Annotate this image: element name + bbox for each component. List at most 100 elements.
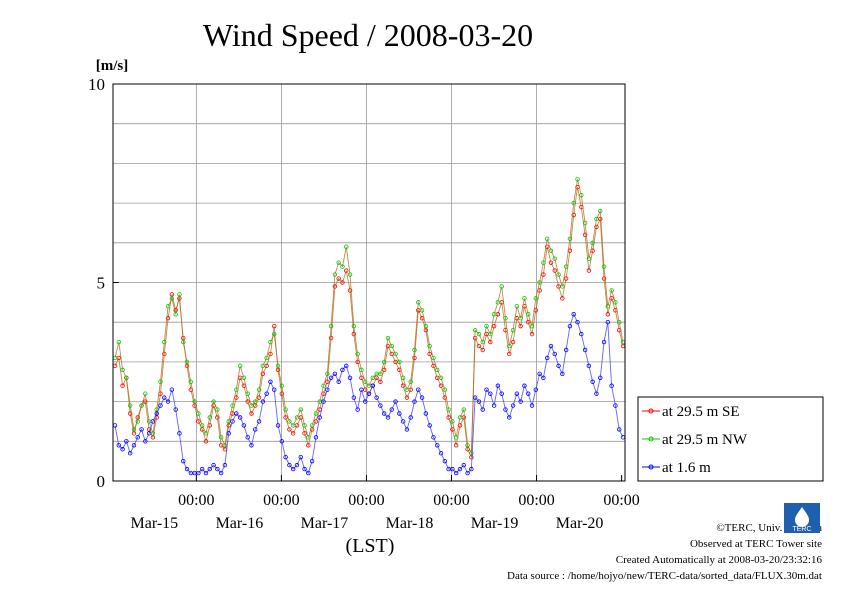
data-point — [336, 260, 341, 265]
data-point — [552, 256, 557, 261]
data-point — [181, 458, 186, 464]
data-point — [476, 399, 482, 404]
data-point — [169, 387, 175, 392]
data-point — [438, 451, 444, 456]
data-point — [226, 431, 231, 436]
data-point — [575, 320, 580, 325]
data-point — [355, 407, 360, 412]
x-tick-date: Mar-15 — [131, 515, 179, 532]
data-point — [332, 284, 338, 289]
data-point — [154, 411, 159, 416]
data-point — [613, 300, 618, 305]
data-point — [298, 407, 303, 412]
data-point — [446, 415, 451, 420]
data-point — [514, 391, 520, 396]
data-point — [598, 208, 603, 214]
data-point — [571, 200, 576, 206]
data-point — [237, 415, 243, 420]
data-point — [249, 443, 254, 448]
data-point — [325, 387, 330, 392]
data-point — [427, 423, 432, 428]
data-point — [279, 383, 285, 388]
data-point — [143, 399, 148, 404]
data-point — [393, 351, 398, 357]
data-point — [381, 367, 387, 373]
data-point — [571, 312, 576, 317]
series-layer — [112, 177, 626, 476]
data-point — [579, 331, 584, 337]
data-point — [563, 276, 569, 281]
data-point — [609, 383, 614, 388]
data-point — [590, 379, 595, 384]
data-point — [408, 379, 413, 384]
data-point — [306, 443, 311, 448]
y-tick-label: 5 — [97, 274, 106, 293]
data-point — [510, 327, 516, 333]
data-point — [359, 375, 364, 380]
data-point — [617, 320, 622, 325]
data-point — [605, 320, 611, 325]
data-point — [351, 395, 357, 400]
data-point — [139, 403, 144, 408]
data-point — [507, 351, 512, 357]
x-tick-time: 00:00 — [433, 492, 469, 509]
data-point — [127, 403, 133, 408]
data-point — [575, 177, 580, 182]
data-point — [264, 391, 269, 396]
data-point — [230, 403, 235, 408]
data-point — [385, 335, 391, 341]
data-point — [199, 423, 205, 428]
data-point — [272, 387, 277, 392]
data-point — [249, 403, 254, 408]
data-point — [203, 431, 209, 436]
data-point — [199, 466, 205, 472]
data-point — [325, 379, 330, 384]
data-point — [313, 419, 319, 424]
data-point — [306, 435, 311, 440]
data-point — [260, 363, 266, 369]
data-point — [529, 323, 535, 329]
data-point — [135, 435, 140, 440]
data-point — [344, 244, 349, 249]
data-point — [397, 411, 402, 416]
data-point — [245, 391, 250, 396]
data-point — [495, 300, 501, 305]
data-point — [162, 339, 167, 345]
data-point — [336, 379, 341, 384]
data-point — [290, 431, 296, 436]
axes: 051000:00Mar-1500:00Mar-1600:00Mar-1700:… — [88, 75, 640, 532]
data-point — [560, 371, 565, 377]
data-point — [275, 423, 281, 428]
data-point — [131, 427, 137, 432]
data-point — [472, 327, 478, 333]
data-point — [533, 296, 539, 301]
data-point — [215, 466, 220, 472]
x-tick-date: Mar-19 — [471, 515, 519, 532]
data-point — [465, 470, 470, 476]
data-point — [567, 323, 573, 329]
x-tick-time: 00:00 — [178, 492, 214, 509]
data-point — [347, 272, 353, 277]
data-point — [139, 427, 144, 432]
data-point — [165, 316, 171, 321]
data-point — [272, 323, 277, 329]
data-point — [298, 454, 303, 460]
data-point — [556, 363, 561, 369]
data-point — [488, 331, 493, 337]
data-point — [435, 443, 440, 448]
data-point — [457, 466, 463, 472]
data-point — [215, 415, 220, 420]
data-point — [435, 367, 440, 373]
data-point — [359, 367, 364, 373]
data-point — [245, 435, 250, 440]
grid — [113, 84, 625, 481]
data-point — [370, 375, 375, 380]
data-point — [234, 387, 239, 392]
data-point — [594, 224, 599, 230]
data-point — [355, 351, 360, 357]
data-point — [177, 431, 182, 436]
data-point — [325, 371, 330, 377]
data-point — [184, 359, 190, 365]
data-point — [385, 415, 391, 420]
data-point — [279, 391, 285, 396]
